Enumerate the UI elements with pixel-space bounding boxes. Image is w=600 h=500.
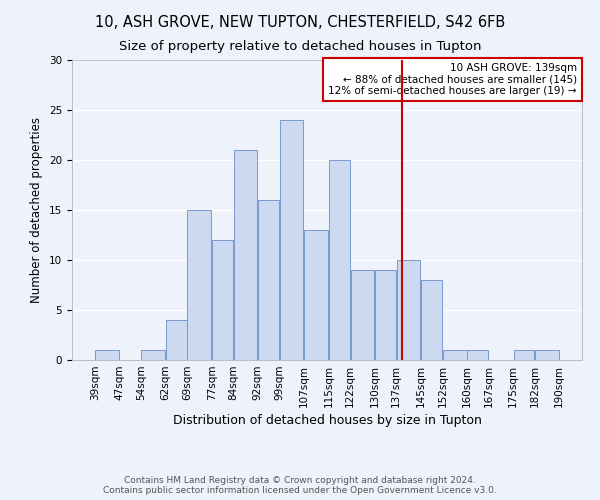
Bar xyxy=(375,270,396,360)
Text: Contains HM Land Registry data © Crown copyright and database right 2024.
Contai: Contains HM Land Registry data © Crown c… xyxy=(103,476,497,495)
Bar xyxy=(467,350,488,360)
Bar xyxy=(142,350,165,360)
Bar xyxy=(329,160,350,360)
Bar xyxy=(212,240,233,360)
Bar xyxy=(421,280,442,360)
Bar xyxy=(535,350,559,360)
Bar xyxy=(258,200,279,360)
Text: Size of property relative to detached houses in Tupton: Size of property relative to detached ho… xyxy=(119,40,481,53)
Bar xyxy=(304,230,328,360)
Bar xyxy=(95,350,119,360)
Bar xyxy=(166,320,187,360)
Bar xyxy=(397,260,421,360)
Text: 10 ASH GROVE: 139sqm
← 88% of detached houses are smaller (145)
12% of semi-deta: 10 ASH GROVE: 139sqm ← 88% of detached h… xyxy=(328,63,577,96)
Bar xyxy=(280,120,304,360)
Bar xyxy=(187,210,211,360)
Text: 10, ASH GROVE, NEW TUPTON, CHESTERFIELD, S42 6FB: 10, ASH GROVE, NEW TUPTON, CHESTERFIELD,… xyxy=(95,15,505,30)
Bar xyxy=(233,150,257,360)
X-axis label: Distribution of detached houses by size in Tupton: Distribution of detached houses by size … xyxy=(173,414,481,427)
Bar xyxy=(443,350,467,360)
Y-axis label: Number of detached properties: Number of detached properties xyxy=(31,117,43,303)
Bar xyxy=(350,270,374,360)
Bar xyxy=(514,350,534,360)
